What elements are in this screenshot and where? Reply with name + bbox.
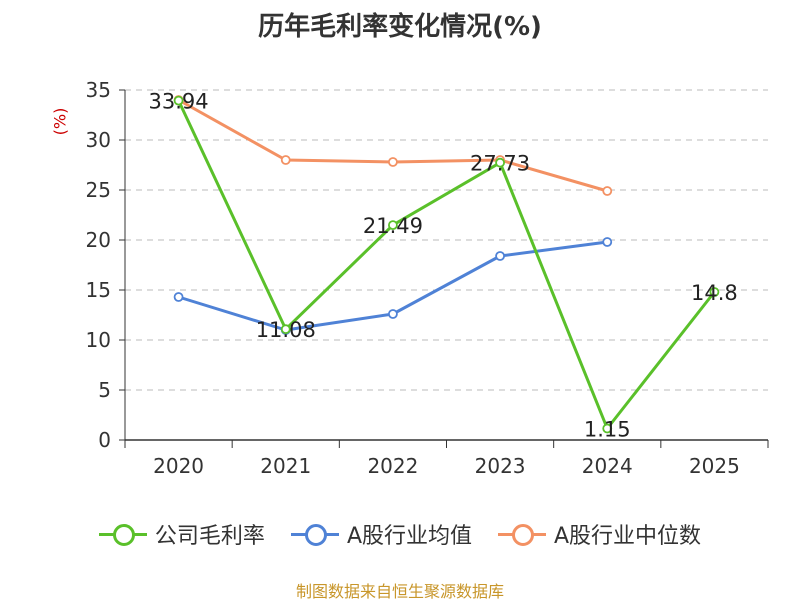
data-point (280, 324, 291, 335)
legend-label: A股行业中位数 (554, 524, 702, 549)
series-lines (177, 98, 716, 430)
x-tick-label: 2023 (475, 454, 526, 478)
data-point (280, 155, 291, 165)
y-tick-label: 25 (86, 178, 111, 202)
legend-swatch-icon (498, 523, 546, 546)
y-tick-label: 0 (98, 428, 111, 452)
data-point (173, 95, 184, 106)
legend-item[interactable]: A股行业均值 (290, 518, 472, 550)
data-point (495, 251, 505, 261)
legend-item[interactable]: A股行业中位数 (498, 518, 701, 550)
data-point (709, 287, 720, 297)
data-label: 14.8 (691, 281, 738, 305)
x-tick-label: 2020 (153, 454, 204, 478)
data-point (602, 423, 613, 434)
x-tick-label: 2021 (260, 454, 311, 478)
data-labels: 33.94 11.08 21.49 27.73 1.15 14.8 (149, 90, 738, 442)
legend: 公司毛利率 A股行业均值 A股行业中位数 (0, 518, 800, 550)
legend-label: A股行业均值 (346, 524, 472, 549)
data-point (388, 220, 398, 231)
data-point (495, 157, 505, 168)
x-tick-label: 2024 (582, 454, 633, 478)
y-tick-label: 20 (86, 228, 111, 252)
data-label: 27.73 (470, 152, 530, 176)
source-note: 制图数据来自恒生聚源数据库 (295, 582, 504, 601)
data-point (602, 237, 613, 247)
legend-swatch-icon (98, 523, 147, 546)
y-tick-label: 15 (86, 278, 111, 302)
series-points (173, 95, 720, 434)
y-tick-label: 35 (86, 78, 111, 102)
legend-swatch-icon (290, 523, 339, 546)
y-tick-label: 10 (86, 328, 111, 352)
axes (119, 89, 769, 448)
data-point (388, 309, 398, 319)
data-point (173, 292, 184, 302)
x-tick-label: 2025 (689, 454, 740, 478)
chart-title: 历年毛利率变化情况(%) (258, 12, 542, 42)
grid-lines (125, 89, 768, 391)
series-line (177, 98, 608, 193)
data-point (602, 186, 613, 196)
y-axis-label: (%) (50, 107, 70, 136)
legend-item[interactable]: 公司毛利率 (98, 518, 265, 550)
y-tick-label: 5 (98, 378, 111, 402)
y-tick-label: 30 (86, 128, 111, 152)
x-tick-label: 2022 (367, 454, 418, 478)
data-label: 1.15 (584, 418, 631, 442)
legend-label: 公司毛利率 (154, 524, 265, 549)
data-label: 11.08 (256, 318, 316, 342)
series-line (177, 99, 716, 430)
data-label: 33.94 (149, 90, 209, 114)
data-label: 21.49 (363, 214, 423, 238)
data-point (388, 157, 398, 167)
